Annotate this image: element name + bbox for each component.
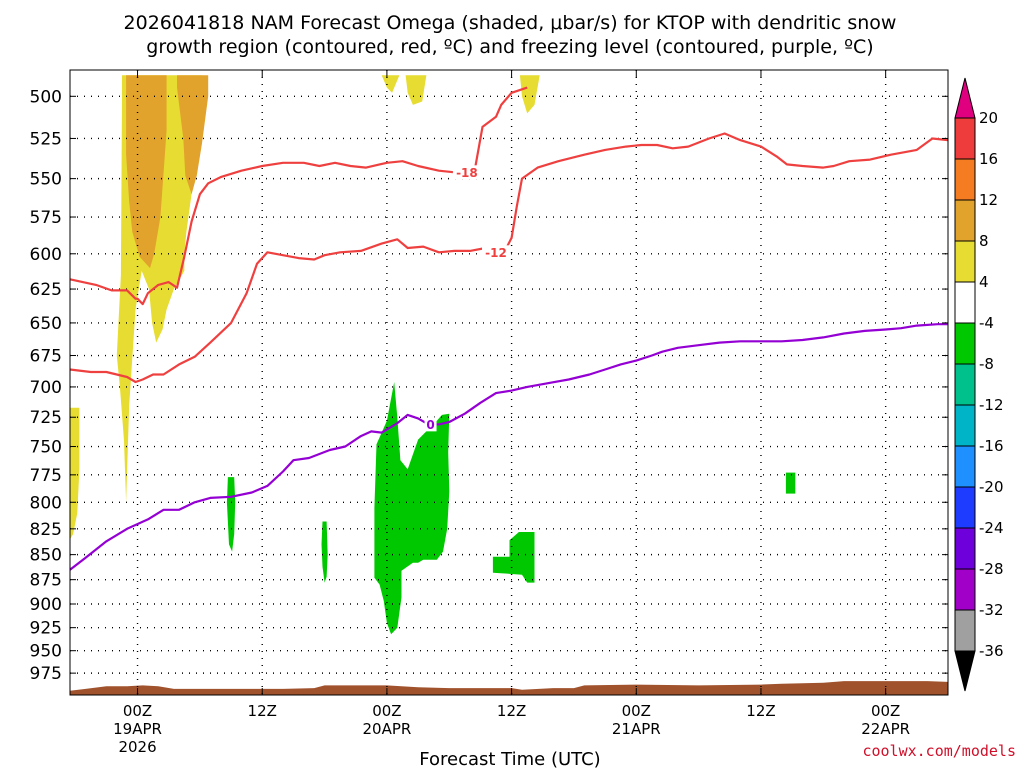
contour-label-bg	[424, 417, 437, 432]
x-tick-label: 12Z	[497, 702, 526, 720]
y-tick-label: 725	[30, 408, 62, 428]
colorbar-label: 4	[979, 273, 989, 291]
colorbar: 20 16 12 8 4 -4 -8 -12 -16 -20 -24 -28 -32 -36	[954, 77, 1004, 692]
y-tick-label: 800	[30, 493, 62, 513]
y-tick-label: 775	[30, 466, 62, 486]
colorbar-top-arrow	[954, 77, 976, 119]
omega-shading-layer	[70, 75, 796, 635]
y-tick-label: 700	[30, 378, 62, 398]
colorbar-label: 16	[979, 150, 998, 168]
x-tick-label: 12Z	[746, 702, 775, 720]
colorbar-label: -20	[979, 478, 1004, 496]
y-tick-label: 825	[30, 520, 62, 540]
colorbar-bin	[954, 158, 976, 201]
chart-title-line-1: 2026041818 NAM Forecast Omega (shaded, μ…	[124, 12, 897, 34]
colorbar-bin	[954, 404, 976, 447]
y-tick-label: 575	[30, 208, 62, 228]
x-axis-title: Forecast Time (UTC)	[419, 749, 600, 768]
colorbar-bin	[954, 609, 976, 652]
colorbar-bin	[954, 445, 976, 488]
downward-motion-4-8-5	[785, 472, 796, 494]
y-tick-label: 675	[30, 347, 62, 367]
chart-title-line-2: growth region (contoured, red, ºC) and f…	[146, 36, 873, 58]
y-tick-label: 550	[30, 170, 62, 190]
colorbar-label: -28	[979, 560, 1004, 578]
y-tick-label: 625	[30, 280, 62, 300]
upward-motion-4-8-west-edge	[70, 407, 80, 540]
y-axis: 500 525 550 575 600 625 650 675 700 725 750 775 800 8…	[30, 87, 948, 684]
colorbar-bin	[954, 527, 976, 570]
x-tick-label: 00Z	[372, 702, 401, 720]
y-tick-label: 900	[30, 595, 62, 615]
y-tick-label: 850	[30, 546, 62, 566]
x-tick-year: 2026	[118, 738, 156, 756]
colorbar-bin	[954, 281, 976, 324]
upward-motion-8-12-core-1	[126, 75, 167, 269]
y-tick-label: 750	[30, 438, 62, 458]
colorbar-bin	[954, 240, 976, 283]
colorbar-label: -24	[979, 519, 1004, 537]
plot-frame	[69, 69, 949, 696]
contour-label: 0	[426, 418, 434, 432]
colorbar-bin	[954, 322, 976, 365]
colorbar-bin	[954, 568, 976, 611]
x-tick-label: 00Z	[123, 702, 152, 720]
y-tick-label: 975	[30, 664, 62, 684]
y-tick-label: 950	[30, 642, 62, 662]
upward-motion-4-8-top-1	[381, 75, 400, 93]
y-tick-label: 525	[30, 129, 62, 149]
contour-layer: -18 -12 0	[69, 86, 949, 571]
colorbar-bottom-arrow	[954, 650, 976, 692]
colorbar-label: 12	[979, 191, 998, 209]
colorbar-label: -12	[979, 396, 1004, 414]
x-tick-date: 21APR	[612, 720, 661, 738]
x-tick-date: 22APR	[861, 720, 910, 738]
colorbar-bin	[954, 363, 976, 406]
colorbar-label: -16	[979, 437, 1004, 455]
colorbar-bin	[954, 199, 976, 242]
downward-motion-4-8-2	[321, 521, 328, 583]
colorbar-label: 20	[979, 109, 998, 127]
x-tick-label: 00Z	[871, 702, 900, 720]
terrain-fill	[70, 681, 948, 695]
contour-label-bg	[482, 245, 511, 260]
x-tick-date: 20APR	[362, 720, 411, 738]
downward-motion-4-8-4	[492, 532, 535, 583]
downward-motion-4-8-3	[374, 382, 450, 635]
colorbar-label: -32	[979, 601, 1004, 619]
y-tick-label: 600	[30, 245, 62, 265]
x-tick-label: 12Z	[248, 702, 277, 720]
contour-label: -12	[485, 246, 507, 260]
contour-label-bg	[452, 165, 481, 180]
colorbar-bin	[954, 117, 976, 160]
colorbar-label: -36	[979, 642, 1004, 660]
terrain-layer	[70, 681, 948, 695]
freezing-level-0C	[69, 323, 948, 571]
contour-label: -18	[456, 166, 478, 180]
grid-layer	[70, 70, 948, 695]
downward-motion-4-8-1	[226, 477, 236, 552]
colorbar-label: 8	[979, 232, 989, 250]
y-tick-label: 925	[30, 619, 62, 639]
y-tick-label: 650	[30, 314, 62, 334]
upward-motion-8-12-core-2	[177, 75, 209, 195]
x-tick-label: 00Z	[622, 702, 651, 720]
y-tick-label: 500	[30, 87, 62, 107]
colorbar-label: -8	[979, 355, 994, 373]
colorbar-label: -4	[979, 314, 994, 332]
upward-motion-4-8-top-3	[519, 75, 540, 114]
credit-text: coolwx.com/models	[862, 742, 1016, 760]
upward-motion-4-8-top-2	[405, 75, 427, 105]
y-tick-label: 875	[30, 571, 62, 591]
colorbar-bin	[954, 486, 976, 529]
x-tick-date: 19APR	[113, 720, 162, 738]
